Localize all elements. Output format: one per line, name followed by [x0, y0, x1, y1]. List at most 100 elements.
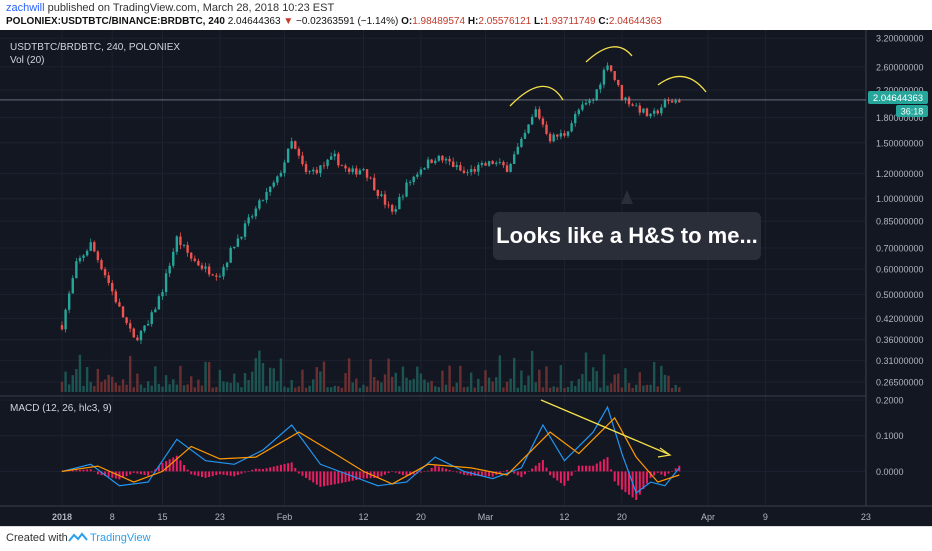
candle-body	[204, 266, 207, 269]
volume-bar	[502, 387, 505, 392]
histogram-bar	[297, 471, 300, 474]
candle-body	[380, 194, 383, 196]
histogram-bar	[570, 471, 573, 476]
candle-body	[258, 200, 261, 209]
histogram-bar	[86, 469, 89, 472]
histogram-bar	[179, 460, 182, 472]
time-axis[interactable]: 2018 8 15 23 Feb 12 20 Mar 12 20 Apr 9 23	[52, 512, 871, 522]
macd-histogram	[61, 455, 681, 500]
time-tick-label: Feb	[277, 512, 293, 522]
price-tick-label: 1.80000000	[876, 113, 924, 123]
candle-body	[466, 172, 469, 173]
histogram-bar	[78, 470, 81, 472]
histogram-bar	[674, 468, 677, 472]
candle-body	[222, 267, 225, 277]
price-tick-label: 0.60000000	[876, 265, 924, 275]
candle-body	[663, 100, 667, 108]
candle-body	[186, 244, 189, 253]
candle-body	[617, 79, 620, 86]
volume-bar	[207, 361, 211, 392]
annotation-callout[interactable]: Looks like a H&S to me...	[493, 212, 761, 260]
histogram-bar	[132, 471, 135, 473]
candle-body	[509, 163, 512, 172]
candle-body	[319, 165, 322, 174]
candle-body	[71, 278, 74, 294]
candle-body	[272, 182, 275, 187]
histogram-bar	[645, 471, 648, 484]
candle-body	[523, 132, 527, 139]
histogram-bar	[384, 471, 386, 475]
candle-body	[423, 168, 426, 170]
volume-bar	[552, 386, 555, 392]
candle-body	[125, 317, 128, 324]
volume-bar	[480, 386, 484, 392]
volume-bar	[236, 382, 240, 392]
candle-body	[584, 102, 588, 105]
histogram-bar	[502, 471, 505, 472]
volume-bar	[172, 379, 175, 392]
histogram-bar	[419, 471, 422, 473]
price-axis[interactable]: 3.20000000 2.60000000 2.20000000 1.80000000…	[876, 34, 924, 388]
candle-body	[656, 110, 659, 114]
header-bar: zachwill published on TradingView.com, M…	[0, 0, 932, 30]
histogram-bar	[290, 462, 293, 472]
candle-body	[444, 158, 448, 161]
histogram-bar	[96, 471, 99, 475]
candle-body	[240, 236, 243, 239]
volume-bar	[322, 361, 326, 392]
volume-bar	[67, 384, 71, 392]
high-value: 2.05576121	[478, 16, 532, 27]
candle-body	[93, 242, 96, 252]
price-tick-label: 1.00000000	[876, 194, 924, 204]
candle-body	[211, 274, 214, 276]
price-tick-label: 0.26500000	[876, 377, 924, 387]
histogram-bar	[441, 467, 444, 472]
tradingview-link[interactable]: TradingView	[90, 532, 151, 544]
volume-bar	[376, 380, 380, 392]
histogram-bar	[516, 471, 519, 476]
time-tick-label: Mar	[478, 512, 494, 522]
histogram-bar	[405, 471, 408, 477]
candle-body	[254, 208, 257, 217]
volume-bar	[340, 387, 344, 392]
volume-bars	[60, 350, 681, 392]
price-tick-label: 0.36000000	[876, 335, 924, 345]
candle-body	[279, 172, 283, 177]
volume-bar	[383, 374, 387, 392]
histogram-bar	[513, 471, 516, 474]
histogram-bar	[656, 471, 659, 473]
time-tick-label: 12	[358, 512, 368, 522]
symbol-label: POLONIEX:USDTBTC/BINANCE:BRDBTC, 240	[6, 16, 225, 27]
volume-bar	[272, 368, 275, 392]
chart-canvas[interactable]: 3.20000000 2.60000000 2.20000000 1.80000000…	[0, 30, 932, 526]
histogram-bar	[559, 471, 562, 484]
candle-body	[530, 116, 534, 125]
author-link[interactable]: zachwill	[6, 2, 45, 14]
volume-bar	[419, 373, 423, 392]
volume-bar	[617, 373, 620, 392]
price-tick-label: 1.50000000	[876, 138, 924, 148]
chart-area[interactable]: 3.20000000 2.60000000 2.20000000 1.80000000…	[0, 30, 932, 526]
macd-axis[interactable]: 0.2000 0.1000 0.0000	[876, 396, 904, 477]
candle-body	[538, 109, 541, 119]
histogram-bar	[261, 469, 264, 472]
histogram-bar	[175, 455, 178, 472]
histogram-bar	[197, 471, 200, 477]
histogram-bar	[104, 471, 107, 476]
histogram-bar	[125, 471, 128, 477]
candle-body	[408, 182, 412, 183]
volume-bar	[455, 382, 458, 392]
volume-bar	[430, 380, 433, 392]
histogram-bar	[620, 471, 623, 490]
candle-body	[233, 246, 236, 249]
histogram-bar	[287, 463, 290, 472]
macd-line	[61, 405, 680, 494]
volume-bar	[380, 382, 383, 392]
candle-body	[566, 131, 570, 136]
volume-bar	[132, 387, 135, 392]
volume-bar	[541, 387, 545, 392]
time-tick-label: Apr	[701, 512, 715, 522]
volume-bar	[670, 387, 674, 392]
histogram-bar	[211, 471, 214, 477]
histogram-bar	[326, 471, 329, 486]
